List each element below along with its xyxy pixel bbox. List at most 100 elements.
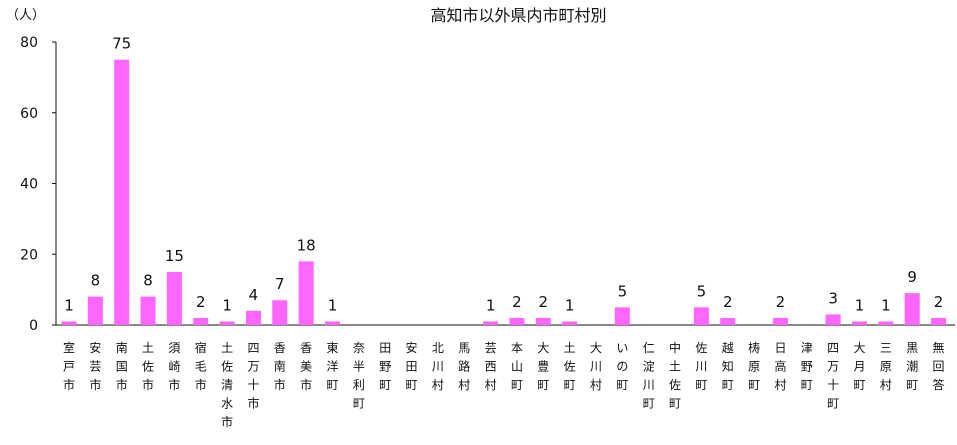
x-tick-label: 淀 [643,360,655,374]
x-tick-label: 高 [774,359,786,374]
x-tick-label: 町 [537,378,549,392]
x-tick-label: 西 [485,360,497,374]
bar [720,317,736,325]
x-tick-label: 大 [590,341,602,355]
x-tick-label: 潮 [906,359,918,374]
x-tick-label: 土 [142,341,154,355]
bar [193,317,209,325]
x-tick-label: 村 [880,378,892,392]
x-tick-label: 町 [906,378,918,392]
x-tick-label: 川 [590,360,602,374]
data-label: 7 [275,275,285,293]
x-tick-label: 安 [89,340,101,355]
x-tick-label: 知 [722,360,734,374]
x-tick-label: 奈 [353,341,365,355]
data-label: 1 [565,296,575,314]
x-tick-label: 月 [853,360,865,374]
x-tick-label: 市 [274,377,286,392]
x-tick-label: 黒 [906,341,918,355]
x-tick-label: 香 [274,341,286,355]
x-tick-label: 土 [564,341,576,355]
x-tick-label: 町 [326,378,338,392]
x-tick-label: 市 [247,396,259,411]
x-tick-label: 越 [722,341,734,355]
x-tick-label: 村 [458,378,470,392]
x-tick-label: 日 [774,341,786,355]
bar [87,296,103,325]
bar [509,317,525,325]
x-tick-label: 回 [933,360,945,374]
x-tick-label: 三 [880,341,892,355]
x-tick-label: 須 [168,341,180,355]
bar [825,314,841,325]
x-tick-label: 四 [827,341,839,355]
data-label: 2 [196,293,206,311]
x-tick-label: 芸 [485,341,497,355]
x-tick-label: 野 [379,360,391,374]
data-label: 2 [776,293,786,311]
x-tick-label: 市 [89,377,101,392]
data-label: 1 [64,296,74,314]
x-tick-label: 戸 [63,360,75,374]
data-label: 8 [143,272,153,290]
x-tick-label: 大 [537,341,549,355]
bar [219,321,235,325]
x-tick-label: 仁 [643,341,655,355]
bar [166,271,182,325]
bar [298,261,314,325]
x-tick-label: 十 [247,378,259,392]
x-tick-label: 町 [564,378,576,392]
x-tick-label: 梼 [748,340,760,355]
bar [693,307,709,325]
bar [535,317,551,325]
data-label: 2 [934,293,944,311]
x-tick-label: 中 [669,340,681,355]
x-tick-label: 村 [590,378,602,392]
y-tick-label: 20 [20,247,38,263]
x-tick-label: 答 [933,377,945,392]
x-tick-label: 崎 [168,360,180,374]
data-label: 18 [297,236,316,254]
bar [614,307,630,325]
data-label: 4 [249,286,259,304]
data-label: 1 [855,296,865,314]
x-tick-label: 野 [801,360,813,374]
x-tick-label: 香 [300,341,312,355]
x-tick-label: 北 [432,341,444,355]
x-tick-label: 水 [221,397,233,411]
x-tick-label: 洋 [326,359,338,374]
x-tick-label: 土 [221,341,233,355]
data-label: 1 [881,296,891,314]
x-tick-label: 佐 [695,341,707,355]
x-tick-label: 市 [300,377,312,392]
x-tick-label: 町 [748,378,760,392]
data-label: 15 [165,247,184,265]
bar [878,321,894,325]
x-tick-label: 南 [274,359,286,374]
x-tick-label: 町 [827,397,839,411]
x-tick-label: 毛 [195,360,207,374]
x-tick-label: 町 [801,378,813,392]
x-tick-label: 町 [669,397,681,411]
data-label: 2 [723,293,733,311]
data-label: 5 [697,282,707,300]
x-tick-label: 町 [853,378,865,392]
x-tick-label: 無 [933,340,945,355]
x-tick-label: 川 [643,378,655,392]
data-label: 8 [91,272,101,290]
x-tick-label: 安 [406,340,418,355]
data-label: 75 [112,35,131,53]
x-tick-label: 山 [511,360,523,374]
data-label: 5 [618,282,628,300]
x-tick-label: 豊 [537,360,549,374]
x-tick-label: 町 [353,397,365,411]
x-tick-label: 馬 [458,341,470,355]
x-tick-label: 町 [379,378,391,392]
bar [904,293,920,325]
x-tick-label: 川 [432,360,444,374]
x-tick-label: 半 [353,360,365,374]
y-tick-label: 40 [20,177,38,193]
x-tick-label: 津 [801,341,813,355]
x-tick-label: 東 [326,341,338,355]
